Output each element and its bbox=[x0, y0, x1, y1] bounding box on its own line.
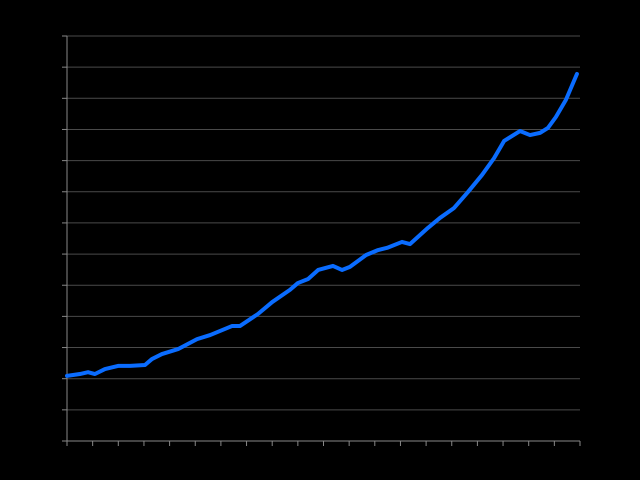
data-line bbox=[65, 72, 579, 378]
